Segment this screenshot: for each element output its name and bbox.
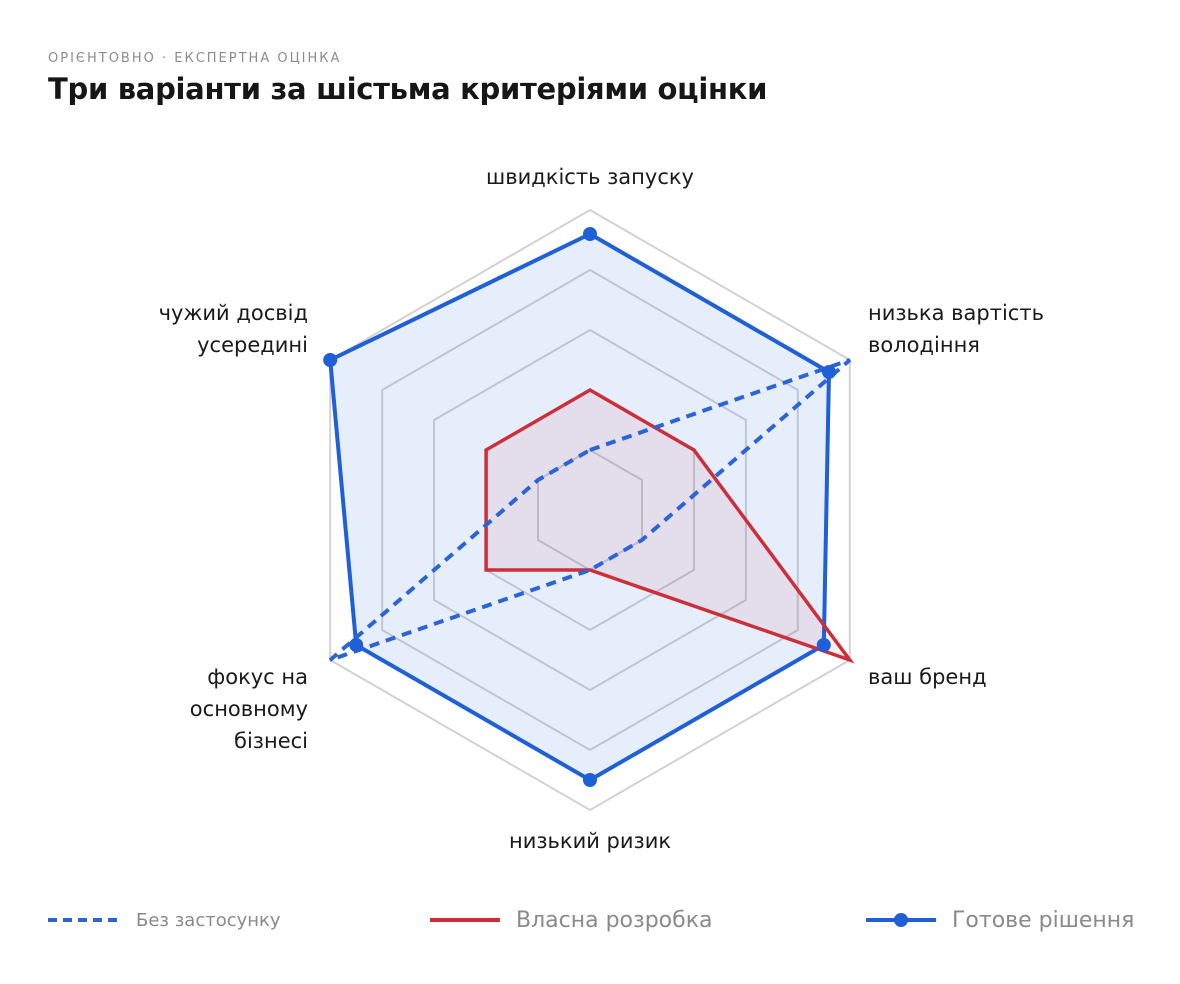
legend-item-ready-solution: Готове рішення xyxy=(866,901,1134,939)
legend-label: Власна розробка xyxy=(516,907,713,933)
series-line-no-app xyxy=(328,358,852,662)
axis-label-line: низький ризик xyxy=(508,829,672,853)
legend-label: Без застосунку xyxy=(136,909,281,931)
axis-label-line: основному xyxy=(189,697,308,721)
data-point-ready-solution xyxy=(583,227,597,241)
axis-label-core-business-focus: фокус на основному бізнесі xyxy=(8,661,308,757)
axis-label-low-ownership-cost: низька вартість володіння xyxy=(868,297,1044,361)
series-line-own-development xyxy=(484,387,855,664)
axis-label-line: чужий досвід xyxy=(158,301,308,325)
axis-label-launch-speed: швидкість запуску xyxy=(380,161,800,193)
chart-title: Три варіанти за шістьма критеріями оцінк… xyxy=(48,72,768,106)
axis-label-low-risk: низький ризик xyxy=(380,825,800,857)
axis-label-your-brand: ваш бренд xyxy=(868,661,987,693)
axis-label-line: ваш бренд xyxy=(868,665,987,689)
eyebrow: ОРІЄНТОВНО · ЕКСПЕРТНА ОЦІНКА xyxy=(48,51,342,66)
axis-label-line: фокус на xyxy=(207,665,308,689)
data-point-ready-solution xyxy=(323,353,338,367)
axis-label-line: швидкість запуску xyxy=(486,165,694,189)
data-point-ready-solution xyxy=(583,773,597,787)
legend-label: Готове рішення xyxy=(952,907,1135,933)
axis-label-external-expertise: чужий досвід усередині xyxy=(8,297,308,361)
axis-label-line: низька вартість xyxy=(868,301,1044,325)
axis-label-line: усередині xyxy=(197,333,308,357)
data-point-ready-solution xyxy=(349,638,364,652)
legend-item-no-app: Без застосунку xyxy=(48,901,281,939)
series-area-ready-solution xyxy=(330,234,829,780)
series-area-own-development xyxy=(486,390,850,660)
grid-ring xyxy=(381,268,799,752)
legend-swatch-dashed xyxy=(48,918,120,922)
axis-label-line: бізнесі xyxy=(234,729,308,753)
data-point-ready-solution xyxy=(822,365,836,379)
legend-swatch-marker-line xyxy=(866,913,936,927)
axis-label-line: володіння xyxy=(868,333,980,357)
legend-swatch-solid-red xyxy=(430,918,500,922)
grid-ring xyxy=(433,328,747,692)
data-point-ready-solution xyxy=(816,638,831,652)
legend-item-own-development: Власна розробка xyxy=(430,901,712,939)
